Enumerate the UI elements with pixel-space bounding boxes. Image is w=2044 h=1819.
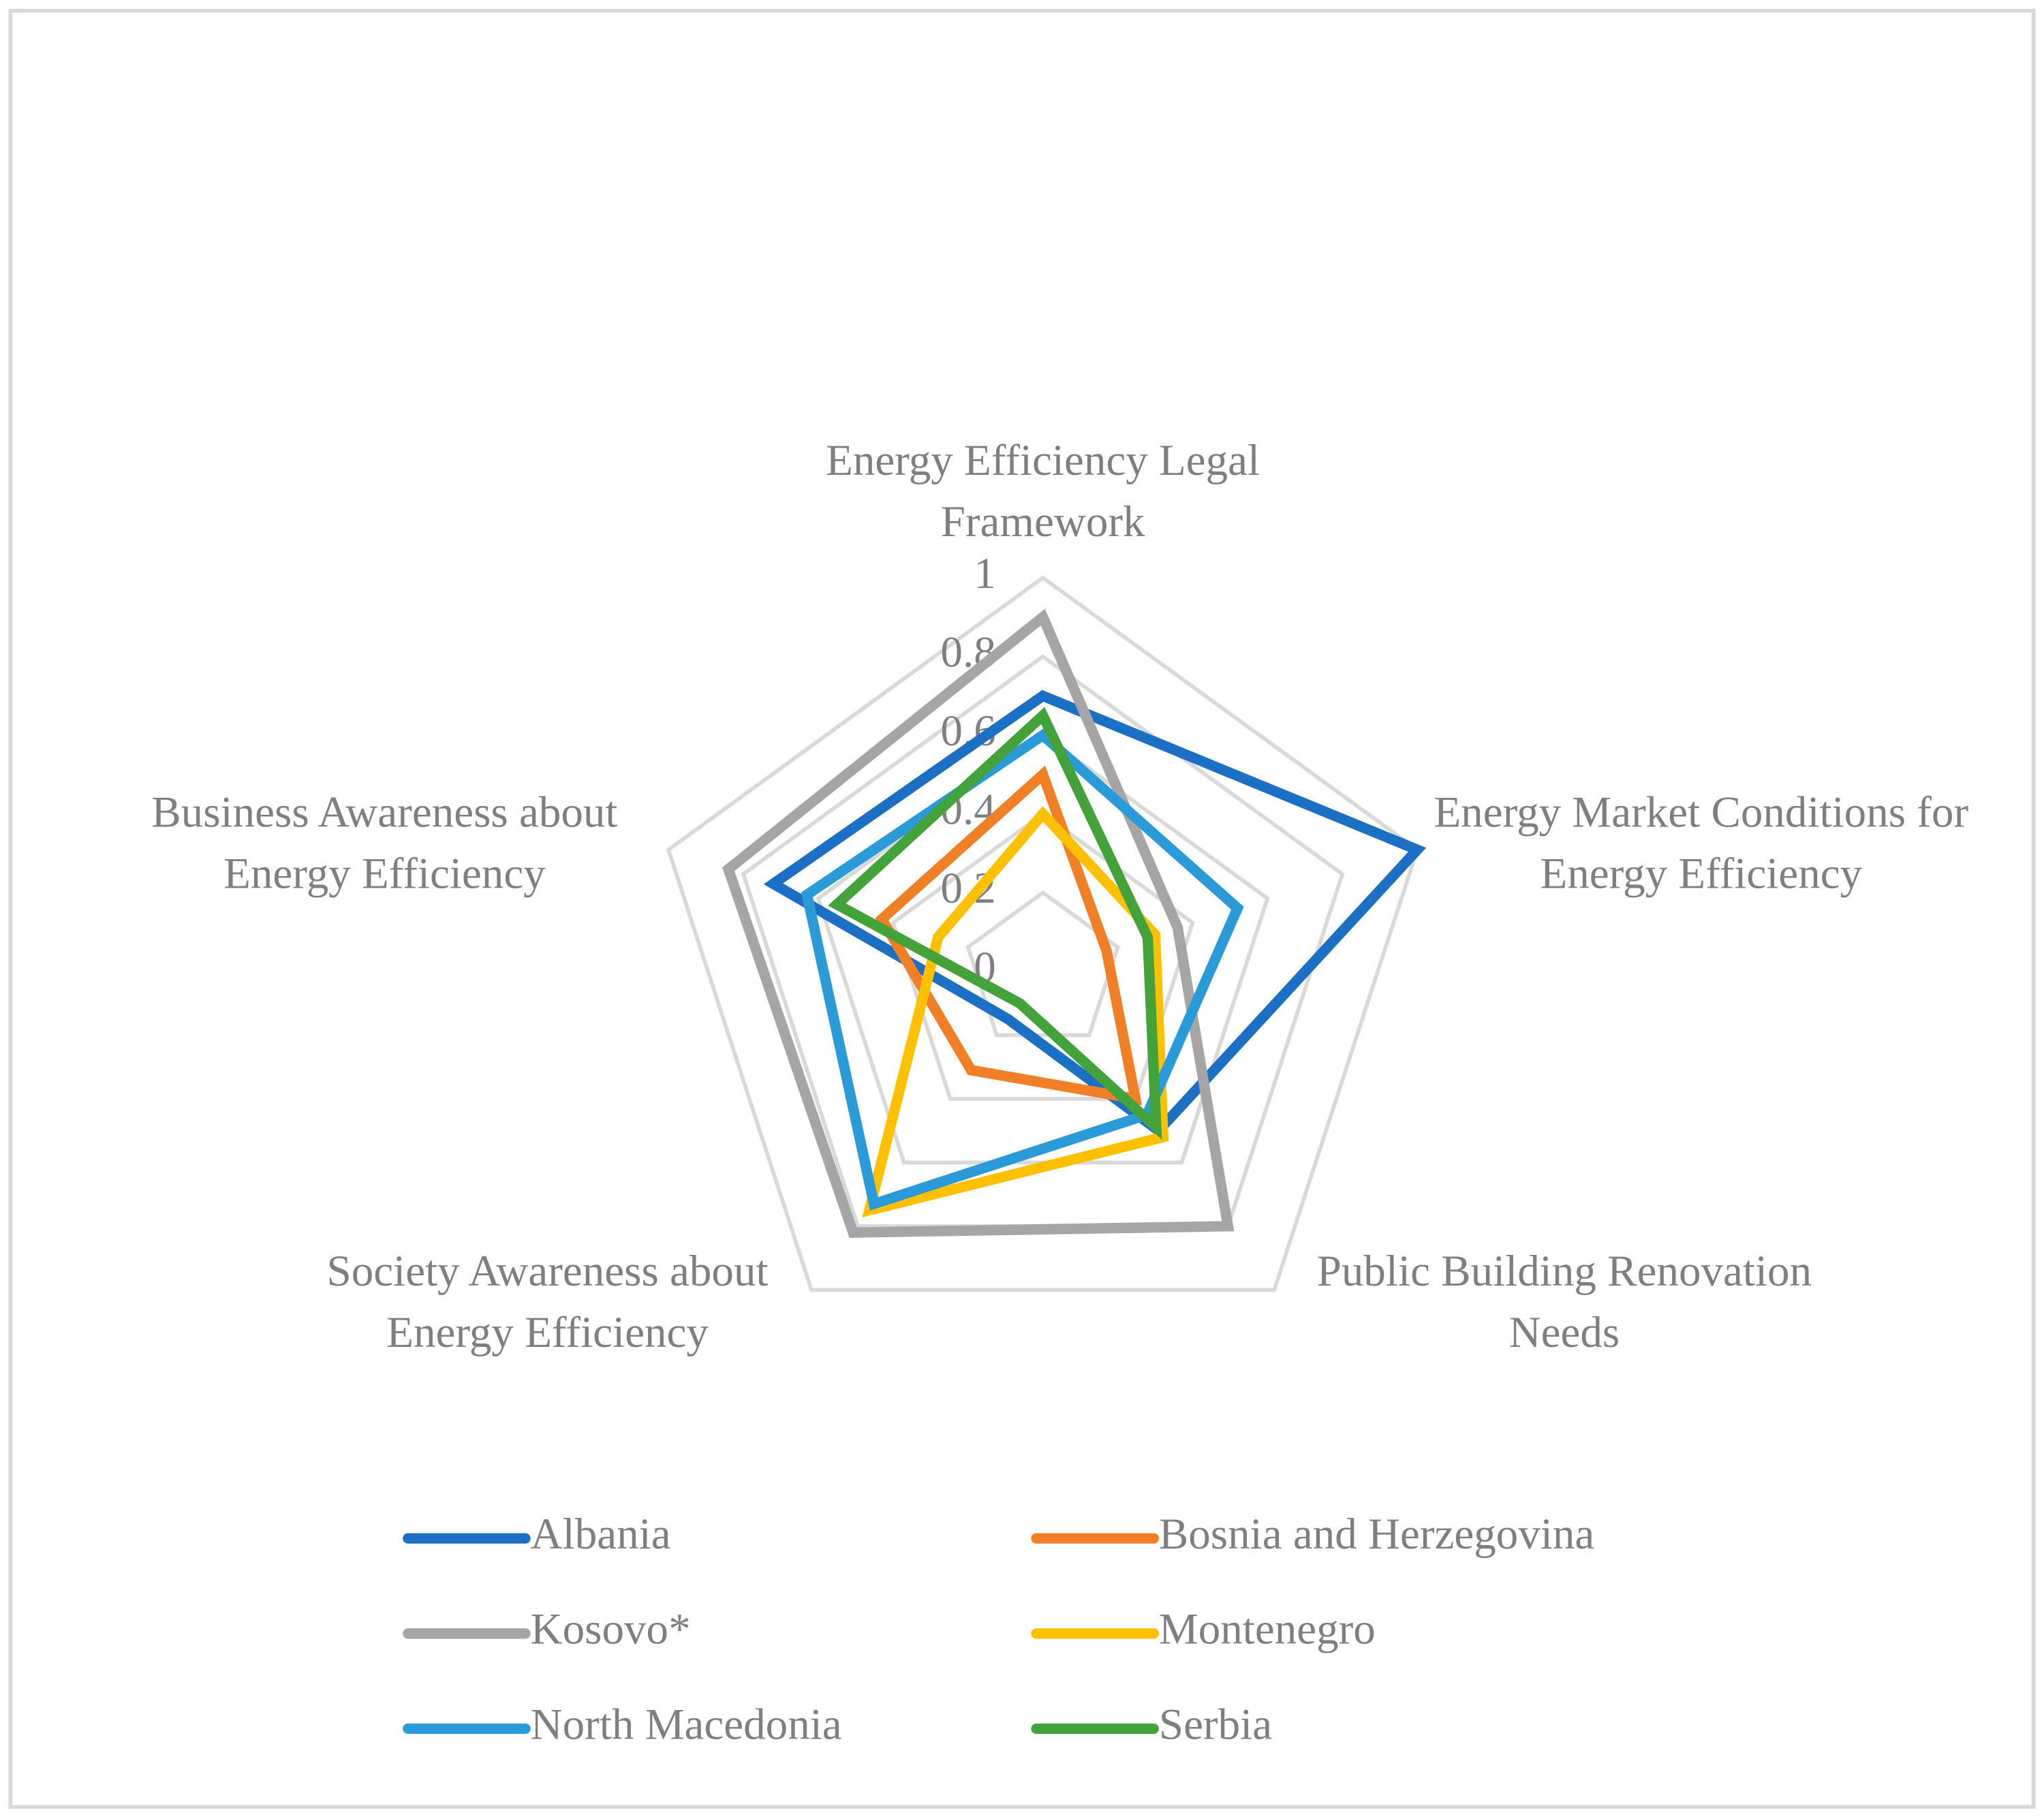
category-label-box: Business Awareness about Energy Efficien… — [151, 789, 618, 899]
series-line — [722, 608, 1235, 1238]
grid-ring — [666, 575, 1420, 1292]
category-label: Public Building Renovation Needs — [1316, 1247, 1812, 1358]
series-line — [801, 728, 1244, 1211]
category-label: Energy Efficiency Legal Framework — [826, 437, 1260, 547]
legend-label: Montenegro — [1159, 1605, 1376, 1654]
tick-label: 0.8 — [940, 628, 995, 677]
legend-label: Kosovo* — [531, 1605, 691, 1654]
series-line — [875, 765, 1143, 1106]
category-label: Society Awareness about Energy Efficienc… — [326, 1247, 769, 1358]
category-label: Business Awareness about Energy Efficien… — [151, 789, 618, 899]
tick-label: 1 — [974, 549, 996, 598]
legend-label: Bosnia and Herzegovina — [1159, 1510, 1594, 1559]
category-label: Energy Market Conditions for Energy Effi… — [1434, 789, 1969, 899]
legend-label: North Macedonia — [531, 1700, 842, 1749]
category-label-box: Public Building Renovation Needs — [1316, 1247, 1812, 1358]
category-label-box: Energy Efficiency Legal Framework — [826, 437, 1260, 547]
legend-label: Serbia — [1159, 1700, 1272, 1749]
series-line — [763, 689, 1427, 1138]
series-line — [828, 706, 1162, 1140]
category-label-box: Energy Market Conditions for Energy Effi… — [1434, 789, 1969, 899]
legend-label: Albania — [531, 1510, 671, 1559]
category-label-box: Society Awareness about Energy Efficienc… — [326, 1247, 769, 1358]
